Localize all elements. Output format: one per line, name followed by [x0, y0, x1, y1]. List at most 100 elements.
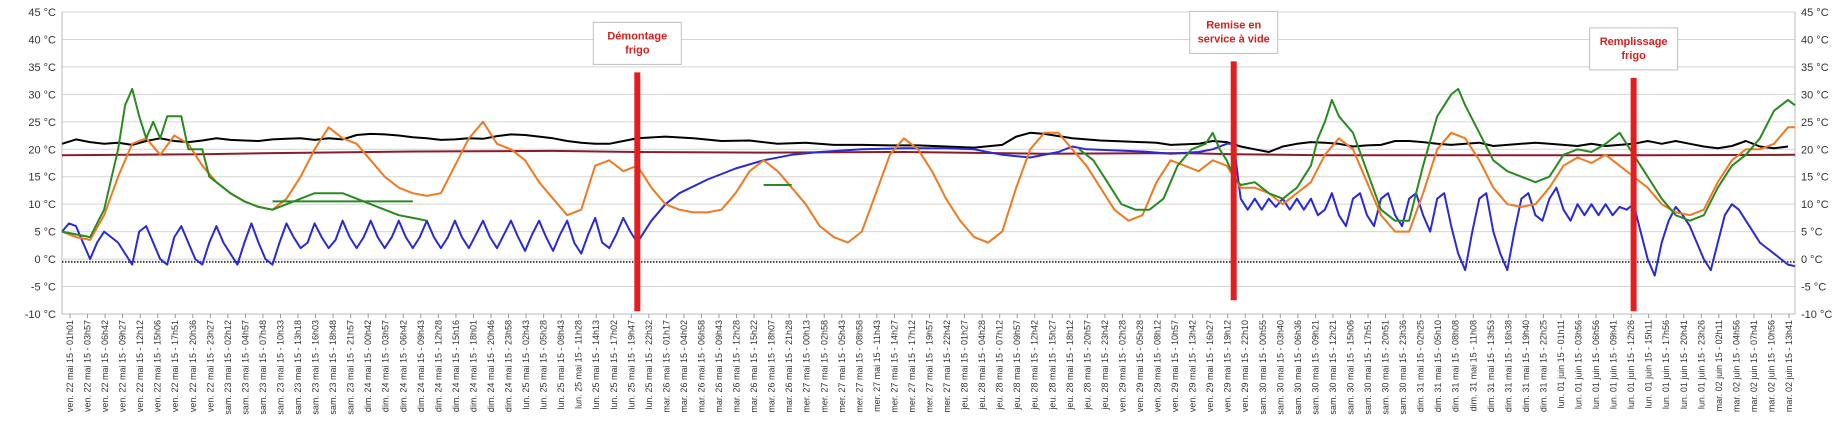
- x-tick-label: ven. 22 mai 15 - 17h51: [170, 320, 180, 412]
- x-tick-label: dim. 24 mai 15 - 18h01: [468, 320, 478, 412]
- x-tick-label: sam. 23 mai 15 - 18h48: [328, 320, 338, 415]
- event-label-text: Remise en: [1206, 19, 1261, 31]
- x-tick-label: jeu. 28 mai 15 - 18h12: [1065, 320, 1075, 411]
- y-tick-label-left: 40 °C: [28, 34, 56, 46]
- x-tick-label: jeu. 28 mai 15 - 15h27: [1047, 320, 1057, 411]
- x-tick-label: dim. 24 mai 15 - 03h57: [381, 320, 391, 412]
- x-tick-label: ven. 29 mai 15 - 13h42: [1188, 320, 1198, 412]
- x-tick-label: ven. 29 mai 15 - 02h28: [1117, 320, 1127, 412]
- series-line: [61, 131, 1789, 153]
- x-tick-label: lun. 01 juin 15 - 20h41: [1679, 320, 1689, 409]
- event-label-text: frigo: [625, 44, 650, 56]
- x-tick-label: dim. 24 mai 15 - 12h28: [433, 320, 443, 412]
- x-tick-label: dim. 31 mai 15 - 19h40: [1521, 320, 1531, 412]
- x-tick-label: jeu. 28 mai 15 - 04h28: [977, 320, 987, 411]
- x-tick-label: lun. 25 mai 15 - 17h02: [609, 320, 619, 410]
- x-tick-label: sam. 30 mai 15 - 00h55: [1258, 320, 1268, 415]
- x-tick-label: sam. 30 mai 15 - 15h06: [1345, 320, 1355, 415]
- x-tick-label: sam. 23 mai 15 - 10h33: [275, 320, 285, 415]
- x-tick-label: mer. 27 mai 15 - 19h57: [925, 320, 935, 413]
- y-tick-label-right: 30 °C: [1801, 89, 1829, 101]
- x-tick-label: dim. 24 mai 15 - 09h43: [416, 320, 426, 412]
- x-tick-label: sam. 30 mai 15 - 09h21: [1310, 320, 1320, 415]
- x-tick-label: sam. 30 mai 15 - 03h40: [1275, 320, 1285, 415]
- x-tick-label: ven. 22 mai 15 - 09h27: [118, 320, 128, 412]
- x-tick-label: dim. 31 mai 15 - 13h53: [1486, 320, 1496, 412]
- y-tick-label-right: 0 °C: [1801, 254, 1823, 266]
- x-tick-label: lun. 25 mai 15 - 11h28: [574, 320, 584, 409]
- x-tick-label: lun. 25 mai 15 - 08h43: [556, 320, 566, 410]
- event-label-text: Remplissage: [1600, 36, 1668, 48]
- y-tick-label-left: 10 °C: [28, 199, 56, 211]
- x-tick-label: mer. 27 mai 15 - 08h58: [854, 320, 864, 413]
- x-tick-label: dim. 24 mai 15 - 06h42: [398, 320, 408, 412]
- annotations: Démontage frigo Remise en service à vide Rem…: [592, 10, 1679, 312]
- x-tick-label: mar. 26 mai 15 - 12h28: [732, 320, 742, 413]
- x-tick-label: jeu. 28 mai 15 - 07h12: [995, 320, 1005, 411]
- x-tick-label: dim. 31 mai 15 - 05h10: [1433, 320, 1443, 412]
- event-label-box: [592, 21, 682, 65]
- x-tick-label: lun. 01 juin 15 - 09h41: [1609, 320, 1619, 409]
- x-tick-label: lun. 01 juin 15 - 15h11: [1644, 320, 1654, 408]
- y-tick-label-left: 35 °C: [28, 62, 56, 74]
- x-tick-label: jeu. 28 mai 15 - 20h57: [1082, 320, 1092, 411]
- gridlines: [61, 11, 1796, 315]
- x-tick-label: ven. 22 mai 15 - 03h57: [83, 320, 93, 412]
- x-tick-label: mer. 27 mai 15 - 14h27: [889, 320, 899, 413]
- x-tick-label: ven. 22 mai 15 - 15h06: [153, 320, 163, 412]
- event-label-box: [1189, 10, 1279, 54]
- series-line: [61, 149, 1796, 157]
- x-axis: ven. 22 mai 15 - 01h01 ven. 22 mai 15 - 0…: [65, 314, 1794, 415]
- x-tick-label: mer. 27 mai 15 - 22h42: [942, 320, 952, 413]
- y-tick-label-left: 15 °C: [28, 172, 56, 184]
- x-tick-label: lun. 25 mai 15 - 05h28: [539, 320, 549, 410]
- y-tick-label-right: -5 °C: [1801, 282, 1826, 294]
- x-tick-label: dim. 31 mai 15 - 16h38: [1503, 320, 1513, 412]
- y-tick-label-left: -10 °C: [25, 309, 56, 321]
- x-tick-label: sam. 23 mai 15 - 16h03: [311, 320, 321, 415]
- x-tick-label: sam. 30 mai 15 - 06h36: [1293, 320, 1303, 415]
- x-tick-label: jeu. 28 mai 15 - 12h42: [1030, 320, 1040, 411]
- y-tick-label-left: 20 °C: [28, 144, 56, 156]
- x-tick-label: mer. 27 mai 15 - 00h13: [802, 320, 812, 413]
- event-label-text: frigo: [1621, 50, 1646, 62]
- y-tick-label-left: 0 °C: [34, 254, 56, 266]
- series-line: [61, 142, 1796, 277]
- x-tick-label: mar. 26 mai 15 - 01h17: [661, 320, 671, 413]
- x-tick-label: dim. 24 mai 15 - 20h46: [486, 320, 496, 412]
- x-tick-label: mar. 26 mai 15 - 06h58: [696, 320, 706, 413]
- x-tick-label: mar. 02 juin 15 - 07h41: [1749, 320, 1759, 412]
- y-axis-right: -10 °C -5 °C 0 °C 5 °C 10 °C 15 °C 20 °C 25 °C 3…: [1801, 7, 1832, 321]
- x-tick-label: ven. 22 mai 15 - 23h27: [205, 320, 215, 412]
- x-tick-label: lun. 01 juin 15 - 03h56: [1574, 320, 1584, 409]
- y-tick-label-left: 25 °C: [28, 117, 56, 129]
- x-tick-label: mar. 02 juin 15 - 04h56: [1731, 320, 1741, 412]
- x-tick-label: dim. 31 mai 15 - 08h08: [1451, 320, 1461, 412]
- x-tick-label: sam. 30 mai 15 - 20h51: [1381, 320, 1391, 415]
- x-tick-label: sam. 23 mai 15 - 13h18: [293, 320, 303, 415]
- x-tick-label: dim. 31 mai 15 - 22h25: [1538, 320, 1548, 412]
- y-tick-label-right: 40 °C: [1801, 34, 1829, 46]
- x-tick-label: mer. 27 mai 15 - 11h43: [872, 320, 882, 412]
- series-line: [61, 87, 427, 239]
- y-tick-label-left: 5 °C: [34, 227, 56, 239]
- x-tick-label: ven. 22 mai 15 - 01h01: [65, 320, 75, 412]
- x-tick-label: ven. 29 mai 15 - 16h27: [1205, 320, 1215, 412]
- y-tick-label-right: 10 °C: [1801, 199, 1829, 211]
- x-tick-label: mer. 27 mai 15 - 05h43: [837, 320, 847, 413]
- series-lines: [61, 87, 1796, 277]
- x-tick-label: sam. 23 mai 15 - 02h12: [223, 320, 233, 415]
- x-tick-label: jeu. 28 mai 15 - 09h57: [1012, 320, 1022, 411]
- x-tick-label: mar. 02 juin 15 - 10h56: [1766, 320, 1776, 412]
- x-tick-label: dim. 31 mai 15 - 11h08: [1468, 320, 1478, 411]
- x-tick-label: lun. 25 mai 15 - 14h13: [591, 320, 601, 410]
- x-tick-label: sam. 30 mai 15 - 23h36: [1398, 320, 1408, 415]
- x-tick-label: sam. 30 mai 15 - 12h21: [1328, 320, 1338, 415]
- x-tick-label: mar. 02 juin 15 - 02h11: [1714, 320, 1724, 411]
- x-tick-label: ven. 22 mai 15 - 06h42: [100, 320, 110, 412]
- x-tick-label: mar. 26 mai 15 - 04h02: [679, 320, 689, 413]
- x-tick-label: dim. 31 mai 15 - 02h25: [1416, 320, 1426, 412]
- x-tick-label: dim. 24 mai 15 - 15h16: [451, 320, 461, 412]
- x-tick-label: sam. 23 mai 15 - 07h48: [258, 320, 268, 415]
